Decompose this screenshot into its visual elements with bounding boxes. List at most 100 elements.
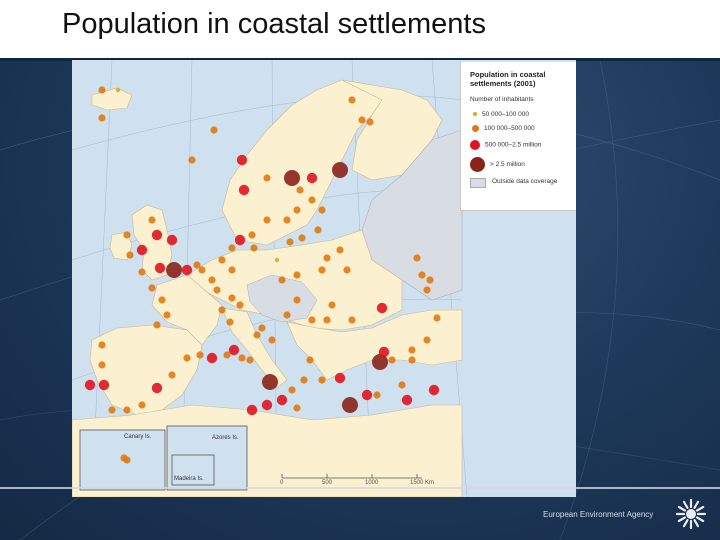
settlement-marker [293,296,301,304]
settlement-marker [188,156,196,164]
settlement-marker [166,234,178,246]
settlement-marker [376,302,388,314]
settlement-marker [228,294,236,302]
settlement-marker [268,336,276,344]
settlement-marker [234,234,246,246]
land-nodata-east [361,129,463,301]
settlement-marker [318,376,326,384]
settlement-marker [373,391,381,399]
settlement-marker [246,404,258,416]
settlement-marker [123,406,131,414]
settlement-marker [413,254,421,262]
legend-dot-xlarge [470,157,485,172]
nodata-swatch [470,178,486,188]
settlement-marker [336,246,344,254]
legend-row-medium: 100 000–500 000 [470,125,535,132]
settlement-marker [120,454,128,462]
settlement-marker [423,336,431,344]
settlement-marker [250,244,258,252]
settlement-marker [314,226,322,234]
settlement-marker [181,264,193,276]
settlement-marker [108,406,116,414]
settlement-marker [261,399,273,411]
legend-dot-small [473,112,477,117]
settlement-marker [196,351,204,359]
settlement-marker [238,354,246,362]
settlement-marker [248,231,256,239]
settlement-marker [372,354,388,370]
settlement-marker [283,311,291,319]
scale-label-1500: 1500 Km [410,480,435,486]
settlement-marker [398,381,406,389]
settlement-marker [138,401,146,409]
settlement-marker [306,356,314,364]
settlement-marker [168,371,176,379]
legend-row-xlarge: > 2.5 million [470,157,525,172]
inset-label-madeira: Madeira Is. [174,476,204,482]
settlement-marker [226,318,234,326]
settlement-marker [418,271,426,279]
legend-row-small: 50 000–100 000 [470,111,529,118]
settlement-marker [228,266,236,274]
settlement-marker [332,162,348,178]
legend-nodata-label: Outside data coverage [492,178,558,185]
settlement-marker [84,379,96,391]
settlement-marker [154,262,166,274]
settlement-marker [293,404,301,412]
settlement-marker [293,271,301,279]
settlement-marker [98,86,106,94]
inset-label-canary: Canary Is. [124,434,152,440]
settlement-marker [343,266,351,274]
settlement-marker [388,356,396,364]
settlement-marker [306,172,318,184]
scale-label-500: 500 [322,480,333,486]
eea-logo-icon [676,499,706,529]
legend-nodata: Outside data coverage [470,178,568,196]
settlement-marker [334,372,346,384]
settlement-marker [151,382,163,394]
settlement-marker [148,216,156,224]
settlement-marker [408,356,416,364]
slide-title: Population in coastal settlements [62,8,486,40]
settlement-marker [286,238,294,246]
settlement-marker [348,316,356,324]
settlement-marker [98,341,106,349]
settlement-marker [163,311,171,319]
legend-label-medium: 100 000–500 000 [484,125,535,133]
title-bar [0,0,720,58]
settlement-marker [193,261,201,269]
settlement-marker [408,346,416,354]
scale-bar [281,474,422,479]
footer-divider [0,487,720,489]
title-divider [0,58,720,61]
settlement-marker [246,356,254,364]
settlement-marker [358,116,366,124]
legend-row-large: 500 000–2.5 million [470,140,541,150]
settlement-marker [263,174,271,182]
settlement-marker [236,301,244,309]
settlement-marker [115,87,121,93]
settlement-marker [401,394,413,406]
settlement-marker [123,231,131,239]
settlement-marker [98,114,106,122]
settlement-marker [300,376,308,384]
land-balkans-turkey [286,309,463,381]
legend-dot-medium [472,125,479,132]
settlement-marker [296,186,304,194]
settlement-marker [148,284,156,292]
settlement-marker [136,244,148,256]
settlement-marker [228,344,240,356]
settlement-marker [323,254,331,262]
settlement-marker [98,361,106,369]
settlement-markers [84,86,441,464]
settlement-marker [298,234,306,242]
settlement-marker [288,386,296,394]
land-france [151,274,223,346]
settlement-marker [253,331,261,339]
settlement-marker [276,394,288,406]
legend-dot-large [470,140,480,150]
settlement-marker [208,276,216,284]
settlement-marker [318,206,326,214]
settlement-marker [366,118,374,126]
settlement-marker [283,216,291,224]
